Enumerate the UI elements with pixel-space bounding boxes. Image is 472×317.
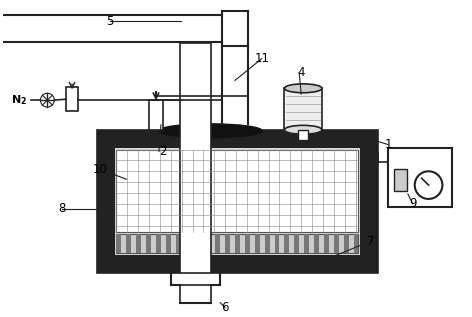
Bar	[235, 234, 240, 253]
Bar	[354, 234, 358, 253]
Bar	[115, 148, 361, 255]
Text: 4: 4	[297, 66, 305, 79]
Text: 7: 7	[367, 235, 374, 248]
Bar	[388, 148, 452, 207]
Bar	[176, 234, 181, 253]
Text: 10: 10	[92, 163, 107, 176]
Bar	[136, 234, 141, 253]
Text: $\mathbf{N_2}$: $\mathbf{N_2}$	[11, 93, 27, 107]
Bar	[180, 43, 211, 303]
Bar	[304, 234, 309, 253]
Bar	[205, 234, 211, 253]
Ellipse shape	[285, 125, 322, 134]
Bar	[149, 100, 163, 130]
Bar	[97, 130, 378, 273]
Bar	[324, 234, 329, 253]
Text: 8: 8	[59, 202, 66, 215]
Text: 9: 9	[409, 197, 417, 210]
Bar	[66, 87, 78, 111]
Bar	[225, 234, 230, 253]
Bar	[195, 234, 201, 253]
Text: 5: 5	[106, 15, 113, 28]
Bar	[265, 234, 270, 253]
Bar	[126, 234, 131, 253]
Text: 11: 11	[254, 52, 269, 65]
Bar	[394, 169, 407, 191]
Bar	[334, 234, 339, 253]
Bar	[245, 234, 250, 253]
Bar	[171, 273, 220, 285]
Bar	[117, 234, 121, 253]
Bar	[215, 234, 220, 253]
Text: 6: 6	[221, 301, 229, 314]
Bar	[294, 234, 299, 253]
Bar	[117, 234, 358, 253]
Text: 2: 2	[159, 145, 167, 158]
Bar	[185, 234, 191, 253]
Bar	[285, 88, 322, 130]
Text: 1: 1	[384, 138, 392, 151]
Bar	[275, 234, 279, 253]
Bar	[166, 234, 171, 253]
Bar	[344, 234, 349, 253]
Bar	[255, 234, 260, 253]
Bar	[298, 130, 308, 140]
Bar	[314, 234, 319, 253]
Bar	[117, 150, 358, 231]
Bar	[156, 234, 161, 253]
Ellipse shape	[159, 124, 262, 138]
Bar	[285, 234, 289, 253]
Ellipse shape	[285, 84, 322, 93]
Bar	[146, 234, 151, 253]
